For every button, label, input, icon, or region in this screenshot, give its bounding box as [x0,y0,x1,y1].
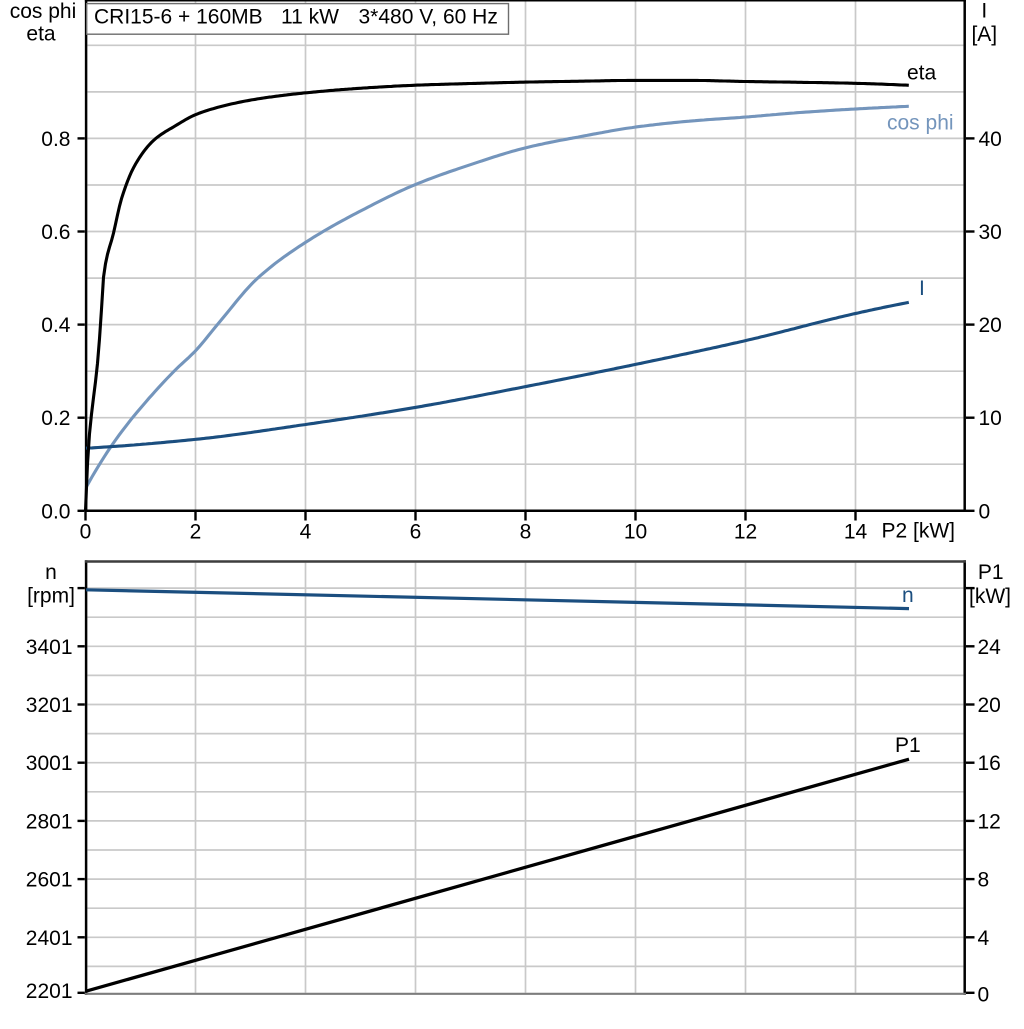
svg-text:2401: 2401 [26,927,73,950]
svg-text:20: 20 [979,314,1002,337]
svg-text:0: 0 [978,983,990,1006]
svg-text:8: 8 [978,869,990,892]
svg-text:12: 12 [734,521,757,544]
svg-text:eta: eta [907,62,937,85]
svg-text:12: 12 [978,810,1001,833]
svg-text:[kW]: [kW] [969,585,1011,608]
svg-text:6: 6 [410,521,422,544]
svg-text:[rpm]: [rpm] [27,584,75,607]
svg-text:0.2: 0.2 [41,407,70,430]
svg-text:2201: 2201 [26,980,73,1003]
svg-text:2801: 2801 [26,810,73,833]
svg-text:CRI15-6 + 160MB: CRI15-6 + 160MB [94,5,263,28]
svg-text:3401: 3401 [26,636,73,659]
svg-text:10: 10 [979,407,1002,430]
svg-text:2601: 2601 [26,869,73,892]
svg-text:P1: P1 [895,734,921,757]
svg-text:20: 20 [978,694,1001,717]
svg-text:40: 40 [979,128,1002,151]
svg-text:0.0: 0.0 [41,500,70,523]
svg-text:16: 16 [978,752,1001,775]
svg-text:P2 [kW]: P2 [kW] [882,520,956,543]
svg-text:0.4: 0.4 [41,314,71,337]
svg-text:eta: eta [26,22,56,45]
svg-text:3201: 3201 [26,694,73,717]
svg-text:30: 30 [979,221,1002,244]
svg-text:cos phi: cos phi [887,112,954,135]
svg-text:I: I [919,277,925,300]
svg-text:I: I [981,0,987,23]
svg-text:4: 4 [978,927,990,950]
svg-text:0.6: 0.6 [41,221,70,244]
svg-text:2: 2 [190,521,202,544]
svg-text:n: n [45,561,57,584]
svg-text:11 kW: 11 kW [281,5,339,28]
svg-text:0: 0 [80,521,92,544]
svg-text:0: 0 [979,500,991,523]
svg-text:P1: P1 [978,561,1004,584]
svg-text:0.8: 0.8 [41,128,70,151]
svg-text:cos phi: cos phi [10,0,77,23]
svg-text:[A]: [A] [971,23,997,46]
svg-text:3001: 3001 [26,752,73,775]
svg-text:24: 24 [978,636,1002,659]
svg-text:10: 10 [624,521,647,544]
svg-text:3*480 V, 60 Hz: 3*480 V, 60 Hz [359,5,498,28]
svg-text:14: 14 [844,521,868,544]
svg-text:n: n [902,584,914,607]
svg-text:4: 4 [300,521,312,544]
svg-text:8: 8 [520,521,532,544]
